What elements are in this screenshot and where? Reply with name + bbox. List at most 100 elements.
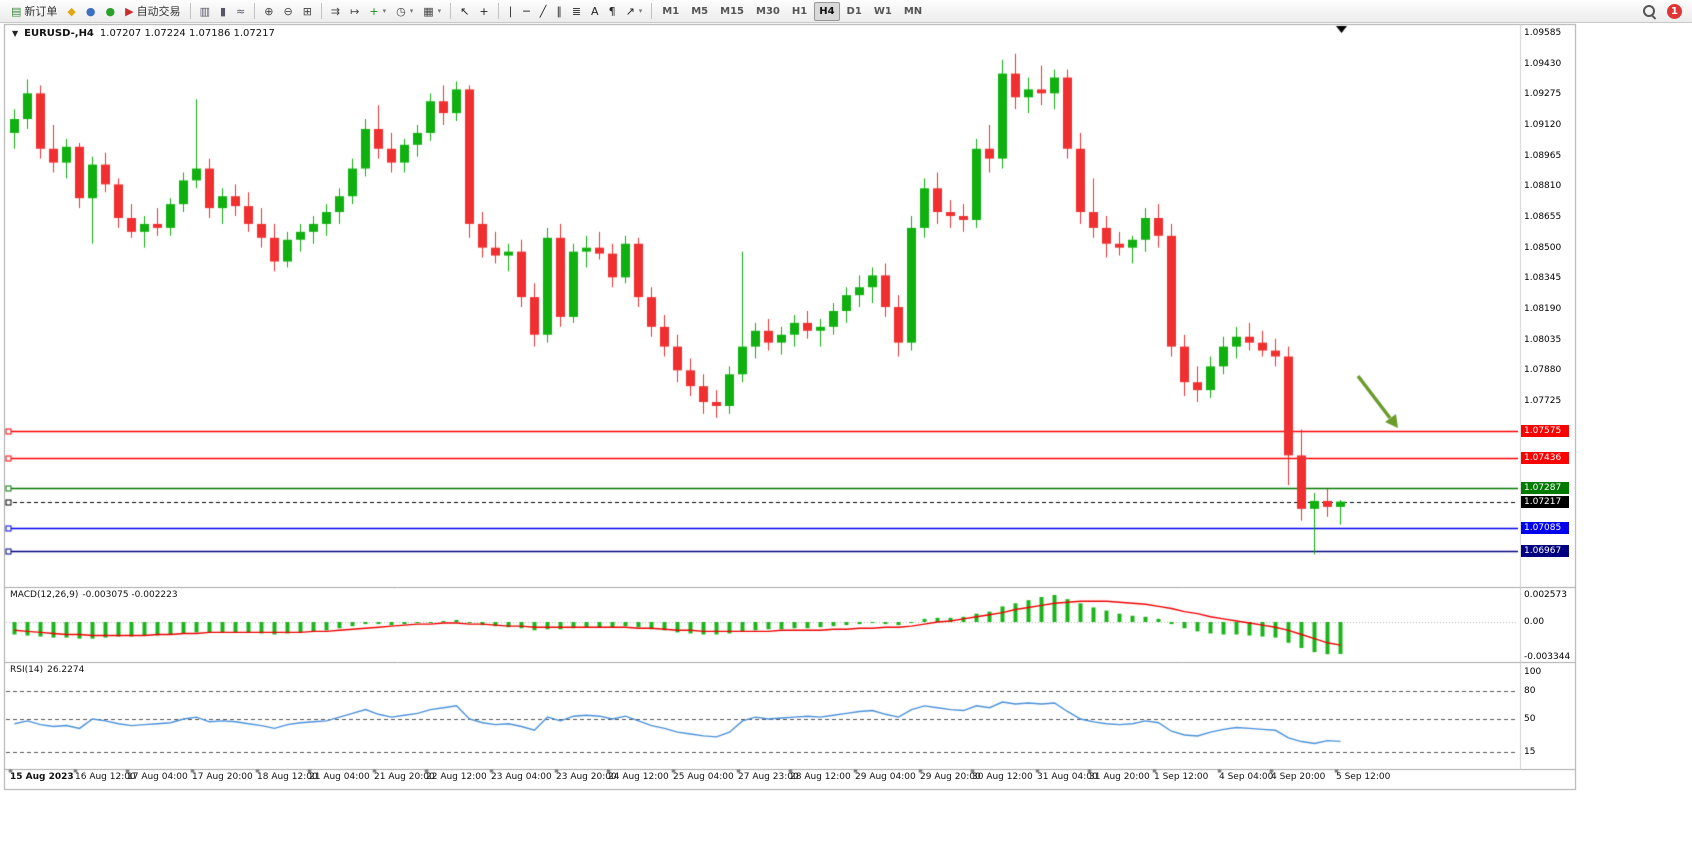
arrows-button[interactable]: ↗ ▾ [621, 1, 648, 22]
rsi-axis-label: 15 [1524, 746, 1536, 757]
horizontal-line-button[interactable]: ─ [518, 1, 535, 22]
chart-shift-button[interactable]: ↦ [345, 1, 364, 22]
time-axis-label: 17 Aug 04:00 [127, 772, 188, 782]
search-icon[interactable] [1642, 4, 1657, 19]
horizontal-line-icon: ─ [523, 4, 530, 18]
chart-symbol-label: EURUSD-,H4 [24, 28, 94, 39]
crosshair-icon: + [479, 4, 489, 18]
auto-trading-button[interactable]: ▶ 自动交易 [120, 1, 185, 22]
symbol-collapse-icon[interactable]: ▼ [12, 29, 19, 38]
timeframe-m15-button[interactable]: M15 [720, 5, 745, 17]
time-axis-label: 17 Aug 20:00 [192, 772, 253, 782]
marketplace-button[interactable]: ● [100, 1, 120, 22]
time-axis-label: 21 Aug 04:00 [309, 772, 370, 782]
vertical-line-button[interactable]: ∣ [503, 1, 519, 22]
time-axis-label: 4 Sep 04:00 [1219, 772, 1274, 782]
cursor-icon: ↖ [460, 4, 470, 18]
support-line-navy-price-tag: 1.06967 [1521, 544, 1569, 557]
price-axis-label: 1.08190 [1524, 304, 1562, 314]
crosshair-button[interactable]: + [474, 1, 493, 22]
timeframe-m5-button[interactable]: M5 [691, 5, 709, 17]
periods-button[interactable]: ◷ ▾ [391, 1, 418, 22]
indicators-button[interactable]: + ▾ [364, 1, 391, 22]
toolbar-separator [497, 3, 499, 19]
zoom-in-button[interactable]: ⊕ [259, 1, 278, 22]
fibonacci-icon: ≣ [571, 4, 582, 18]
tile-windows-icon: ⊞ [302, 4, 312, 18]
cursor-button[interactable]: ↖ [455, 1, 474, 22]
trendline-button[interactable]: ╱ [535, 1, 552, 22]
current-bid-line-price-tag: 1.07217 [1521, 495, 1569, 508]
text-button[interactable]: A [586, 1, 604, 22]
timeframe-h1-button[interactable]: H1 [791, 5, 808, 17]
indicators-plus-icon: + [369, 4, 379, 18]
channel-icon: ∥ [556, 4, 562, 18]
zoom-out-button[interactable]: ⊖ [278, 1, 297, 22]
tile-windows-button[interactable]: ⊞ [298, 1, 317, 22]
time-axis-label: 4 Sep 20:00 [1271, 772, 1326, 782]
chevron-down-icon: ▾ [437, 7, 442, 15]
toolbar-separator [189, 3, 191, 19]
channel-button[interactable]: ∥ [551, 1, 567, 22]
chevron-down-icon: ▾ [382, 7, 387, 15]
rsi-value: 26.2274 [47, 665, 85, 675]
price-axis-label: 1.09120 [1524, 120, 1562, 130]
auto-scroll-icon: ⇉ [330, 4, 341, 18]
macd-name: MACD(12,26,9) [10, 590, 79, 600]
new-order-button[interactable]: ▤ 新订单 [6, 1, 62, 22]
price-axis-label: 1.07880 [1524, 365, 1562, 376]
rsi-name: RSI(14) [10, 665, 44, 675]
macd-axis-label: 0.00 [1524, 617, 1545, 627]
line-chart-button[interactable]: ≈ [231, 1, 250, 22]
auto-scroll-button[interactable]: ⇉ [326, 1, 345, 22]
chart-header: ▼ EURUSD-,H4 1.07207 1.07224 1.07186 1.0… [12, 28, 275, 39]
timeframe-mn-button[interactable]: MN [903, 5, 923, 17]
price-axis-label: 1.09585 [1524, 28, 1562, 38]
time-axis-label: 28 Aug 12:00 [790, 772, 851, 782]
time-axis-label: 16 Aug 12:00 [75, 772, 136, 782]
macd-axis-label: 0.002573 [1524, 590, 1567, 601]
support-line-blue-price-tag: 1.07085 [1521, 521, 1569, 534]
price-axis-label: 1.09275 [1524, 89, 1562, 100]
fibonacci-button[interactable]: ≣ [567, 1, 586, 22]
macd-indicator-label: MACD(12,26,9) -0.003075 -0.002223 [10, 590, 178, 600]
time-axis-label: 23 Aug 20:00 [556, 772, 617, 782]
clock-icon: ◷ [396, 4, 406, 18]
timeframe-h4-button[interactable]: H4 [814, 1, 840, 21]
time-axis-label: 23 Aug 04:00 [491, 772, 552, 782]
time-axis-label: 1 Sep 12:00 [1154, 772, 1209, 782]
time-axis-label: 5 Sep 12:00 [1336, 772, 1391, 782]
profile-icon: ● [85, 4, 96, 18]
time-axis-label: 21 Aug 20:00 [374, 772, 435, 782]
bar-chart-button[interactable]: ▥ [195, 1, 215, 22]
price-axis-label: 1.07725 [1524, 396, 1562, 407]
zoom-in-icon: ⊕ [264, 4, 274, 18]
headset-icon: ● [105, 4, 116, 18]
price-axis-label: 1.08810 [1524, 181, 1562, 192]
metaeditor-button[interactable]: ◆ [62, 1, 80, 22]
text-label-button[interactable]: ¶ [604, 1, 621, 22]
timeframe-m30-button[interactable]: M30 [756, 5, 780, 17]
text-icon: A [591, 4, 599, 18]
auto-trading-button-label: 自动交易 [136, 5, 181, 18]
templates-button[interactable]: ▦ ▾ [418, 1, 446, 22]
timeframe-w1-button[interactable]: W1 [873, 5, 892, 17]
line-chart-icon: ≈ [236, 4, 246, 18]
chevron-down-icon: ▾ [409, 7, 414, 15]
time-axis-label: 31 Aug 04:00 [1037, 772, 1098, 782]
time-axis-label: 30 Aug 12:00 [972, 772, 1033, 782]
resistance-line-1-price-tag: 1.07575 [1521, 424, 1569, 437]
timeframe-d1-button[interactable]: D1 [846, 5, 862, 17]
profiles-button[interactable]: ● [81, 1, 101, 22]
timeframe-m1-button[interactable]: M1 [662, 5, 680, 17]
bar-chart-icon: ▥ [199, 4, 210, 18]
time-axis-label: 31 Aug 20:00 [1089, 772, 1150, 782]
yellow-tool-icon: ◆ [67, 4, 76, 18]
notification-badge[interactable]: 1 [1667, 3, 1682, 19]
time-axis-label: 24 Aug 12:00 [608, 772, 669, 782]
candlestick-chart-button[interactable]: ▮ [215, 1, 231, 22]
price-axis-label: 1.08965 [1524, 150, 1562, 161]
zoom-out-icon: ⊖ [283, 4, 293, 18]
chart-shift-icon: ↦ [350, 4, 360, 18]
